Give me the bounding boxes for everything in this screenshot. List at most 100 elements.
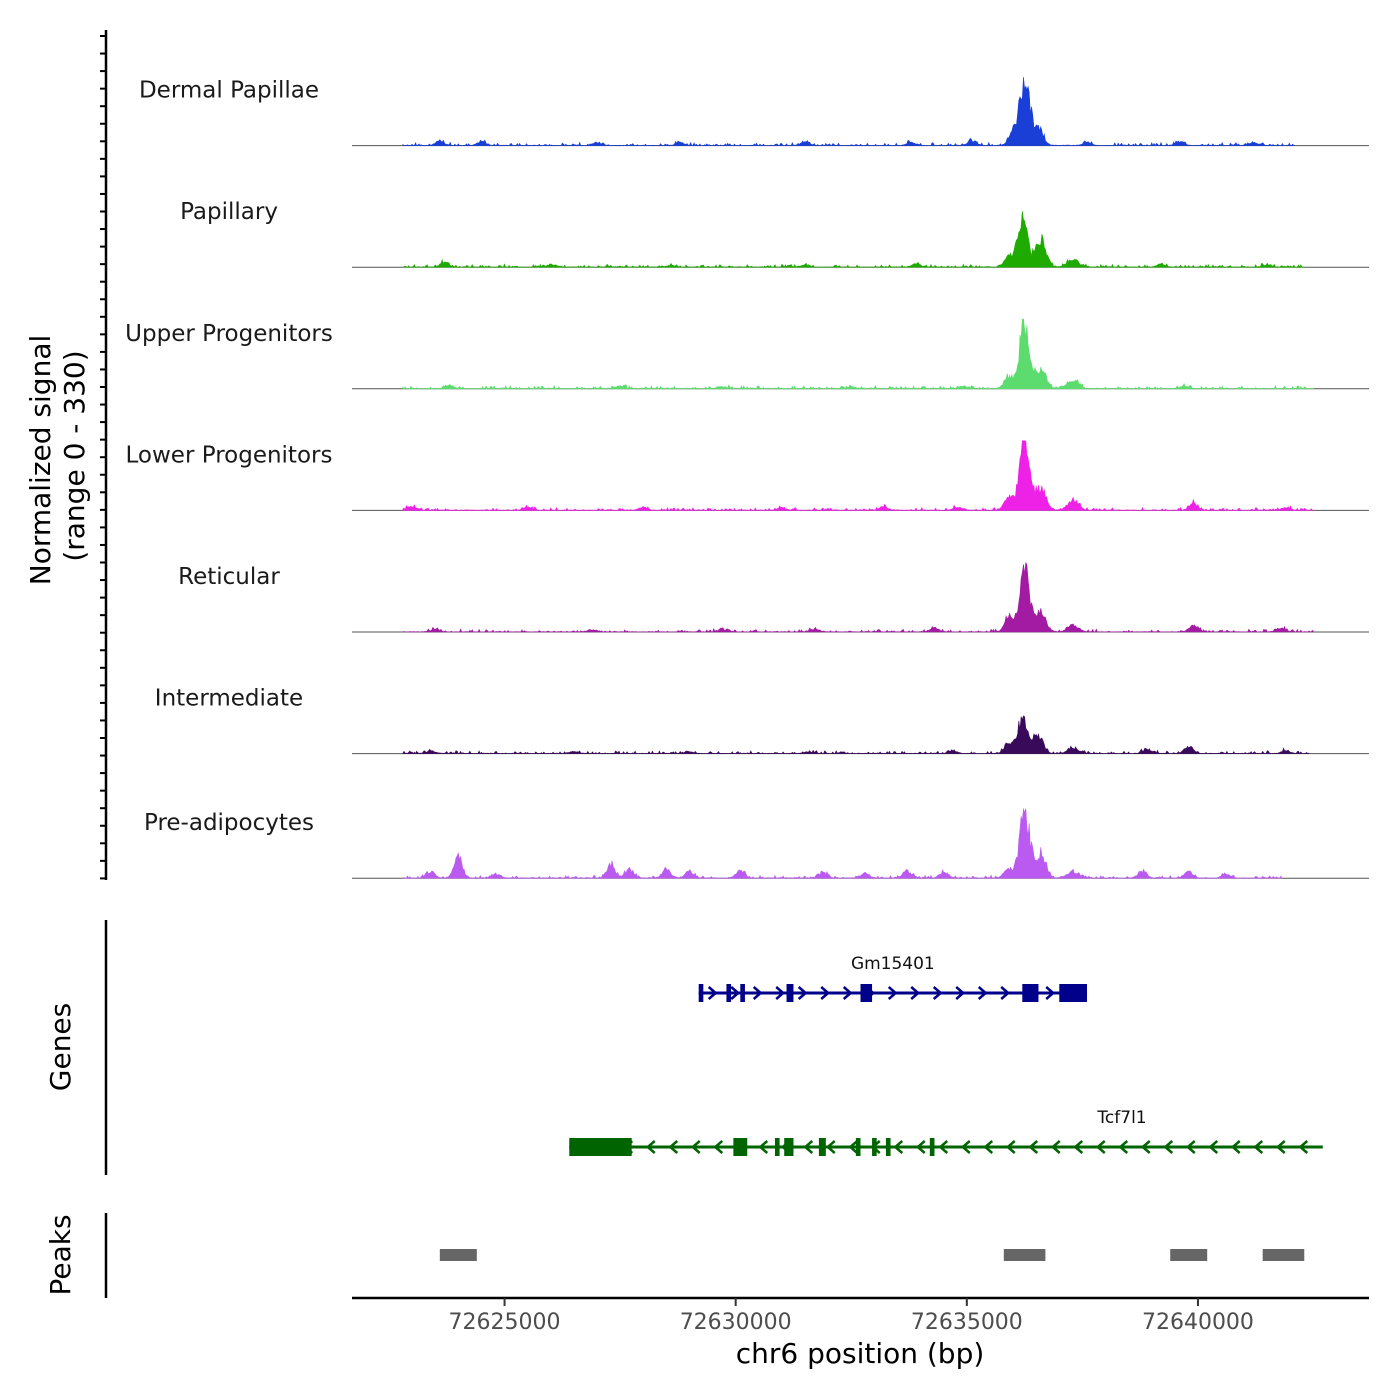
strand-arrow — [1298, 1140, 1309, 1154]
coverage-area — [402, 440, 1314, 511]
track-label: Upper Progenitors — [125, 321, 333, 347]
x-axis-title: chr6 position (bp) — [736, 1337, 985, 1370]
genes-panel-title: Genes — [44, 1003, 77, 1091]
peaks-panel — [439, 1249, 1305, 1261]
track-upper-progenitors: Upper Progenitors — [125, 318, 1369, 390]
track-dermal-papillae: Dermal Papillae — [139, 77, 1369, 147]
track-label: Papillary — [180, 199, 278, 225]
strand-arrow — [1073, 1140, 1084, 1154]
gene-exon — [733, 1138, 748, 1156]
x-axis-ticks: 72625000 72630000 72635000 72640000 — [449, 1298, 1254, 1335]
strand-arrow — [820, 986, 831, 1000]
gene-exon — [872, 1138, 877, 1156]
coverage-area — [402, 211, 1305, 268]
gene-exon — [929, 1138, 935, 1156]
signal-y-axis-ticks — [100, 35, 106, 880]
gene-exon — [1022, 984, 1039, 1002]
track-papillary: Papillary — [180, 199, 1369, 268]
strand-arrow — [1005, 1140, 1016, 1154]
genes-panel: Gm15401 Tcf7l1 — [569, 954, 1323, 1156]
gene-exon — [569, 1138, 632, 1156]
coverage-area — [402, 715, 1310, 755]
strand-arrow — [1230, 1140, 1241, 1154]
strand-arrow — [1050, 1140, 1061, 1154]
strand-arrow — [960, 1140, 971, 1154]
coverage-area — [402, 318, 1314, 390]
strand-arrow — [1000, 986, 1011, 1000]
gene-exon — [774, 1138, 780, 1156]
strand-arrow — [690, 1140, 701, 1154]
signal-y-axis-title-line2: (range 0 - 330) — [58, 350, 91, 561]
strand-arrow — [1208, 1140, 1219, 1154]
gene-tcf7l1: Tcf7l1 — [569, 1108, 1323, 1156]
strand-arrow — [797, 986, 808, 1000]
strand-arrow — [1185, 1140, 1196, 1154]
gene-exon — [726, 984, 732, 1002]
strand-arrow — [983, 1140, 994, 1154]
strand-arrow — [932, 986, 943, 1000]
gene-exon — [740, 984, 745, 1002]
strand-arrow — [938, 1140, 949, 1154]
coverage-area — [402, 562, 1314, 633]
x-tick-label: 72625000 — [449, 1310, 561, 1335]
strand-arrow — [955, 986, 966, 1000]
strand-arrow — [910, 986, 921, 1000]
strand-arrow — [915, 1140, 926, 1154]
strand-arrow — [1253, 1140, 1264, 1154]
gene-label: Tcf7l1 — [1096, 1108, 1146, 1128]
track-lower-progenitors: Lower Progenitors — [126, 440, 1369, 511]
gene-exon — [698, 984, 704, 1002]
strand-arrow — [707, 986, 718, 1000]
strand-arrow — [887, 986, 898, 1000]
track-label: Lower Progenitors — [126, 442, 333, 468]
track-label: Intermediate — [155, 686, 303, 712]
strand-arrow — [1095, 1140, 1106, 1154]
gene-exon — [855, 1138, 861, 1156]
peaks-panel-title: Peaks — [44, 1214, 77, 1295]
gene-exon — [818, 1138, 826, 1156]
strand-arrow — [1028, 1140, 1039, 1154]
track-label: Dermal Papillae — [139, 78, 319, 104]
strand-arrow — [848, 1140, 859, 1154]
peak-region — [1003, 1249, 1046, 1261]
peak-region — [1170, 1249, 1208, 1261]
strand-arrow — [842, 986, 853, 1000]
strand-arrow — [1163, 1140, 1174, 1154]
coverage-area — [402, 808, 1282, 879]
strand-arrow — [775, 986, 786, 1000]
gene-label: Gm15401 — [851, 954, 935, 974]
peak-region — [439, 1249, 477, 1261]
track-reticular: Reticular — [178, 562, 1369, 633]
x-tick-label: 72630000 — [680, 1310, 792, 1335]
strand-arrow — [1118, 1140, 1129, 1154]
strand-arrow — [977, 986, 988, 1000]
x-tick-label: 72640000 — [1142, 1310, 1254, 1335]
signal-y-axis-title-line1: Normalized signal — [24, 335, 57, 586]
signal-y-axis — [100, 30, 108, 880]
strand-arrow — [1275, 1140, 1286, 1154]
gene-exon — [885, 1138, 891, 1156]
strand-arrow — [893, 1140, 904, 1154]
gene-exon — [860, 984, 873, 1002]
strand-arrow — [730, 986, 741, 1000]
gene-exon — [784, 1138, 794, 1156]
track-intermediate: Intermediate — [155, 686, 1369, 755]
gene-exon — [786, 984, 794, 1002]
strand-arrow — [668, 1140, 679, 1154]
strand-arrow — [803, 1140, 814, 1154]
gene-gm15401: Gm15401 — [698, 954, 1088, 1002]
strand-arrow — [645, 1140, 656, 1154]
peak-region — [1262, 1249, 1305, 1261]
strand-arrow — [1045, 986, 1056, 1000]
strand-arrow — [758, 1140, 769, 1154]
strand-arrow — [1140, 1140, 1151, 1154]
gene-exon — [1059, 984, 1088, 1002]
coverage-tracks: Dermal Papillae Papillary Upper Progenitor… — [125, 77, 1369, 879]
strand-arrow — [713, 1140, 724, 1154]
track-label: Reticular — [178, 564, 280, 590]
track-pre-adipocytes: Pre-adipocytes — [144, 808, 1369, 879]
track-label: Pre-adipocytes — [144, 810, 314, 836]
strand-arrow — [825, 1140, 836, 1154]
coverage-area — [402, 77, 1296, 147]
